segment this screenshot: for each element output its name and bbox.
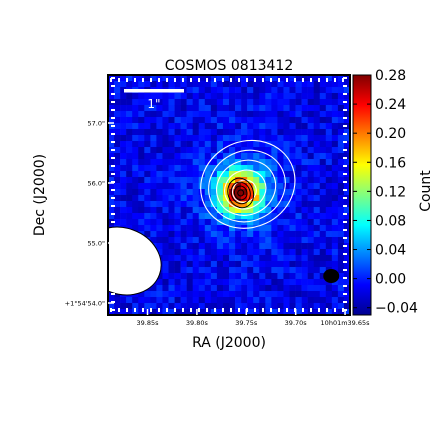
colorbar: 0.28 0.24 0.20 0.16 0.12 0.08 0.04 0.00 −0.04: [352, 68, 418, 317]
x-tick-label: 10h01m39.65s: [321, 319, 371, 327]
y-tick-label: 56.0": [88, 180, 105, 188]
colorbar-gradient: [352, 74, 372, 316]
y-tick-label: 57.0": [88, 120, 105, 128]
colorbar-tick-label: 0.04: [375, 243, 406, 259]
colorbar-tick-label: 0.00: [375, 272, 406, 288]
masked-region: [108, 226, 162, 296]
scale-bar: [124, 89, 184, 93]
colorbar-tick-label: 0.12: [375, 184, 406, 200]
white-contour: [232, 179, 257, 203]
x-tick-label: 39.75s: [235, 319, 258, 327]
white-contour: [208, 149, 286, 223]
black-contour: [227, 177, 255, 209]
beam-ellipse: [323, 269, 340, 283]
colorbar-tick-label: 0.16: [375, 155, 406, 171]
y-tick-label: +1°54'54.0": [65, 300, 105, 308]
white-contour: [216, 159, 277, 216]
colorbar-tick-label: −0.04: [375, 301, 418, 317]
black-contour: [237, 189, 245, 197]
black-contour: [233, 185, 248, 201]
colorbar-tick-label: 0.24: [375, 97, 406, 113]
black-contour: [230, 181, 251, 205]
y-tick-label: 55.0": [88, 240, 105, 248]
colorbar-tick-label: 0.20: [375, 126, 406, 142]
x-tick-label: 39.70s: [285, 319, 308, 327]
x-tick-label: 39.85s: [137, 319, 160, 327]
chart-title: COSMOS 0813412: [165, 58, 293, 74]
plot-frame: [107, 74, 351, 316]
colorbar-tick-label: 0.28: [375, 68, 406, 84]
white-contour: [200, 139, 296, 229]
x-tick-label: 39.80s: [186, 319, 209, 327]
y-axis-label: Dec (J2000): [32, 154, 48, 236]
x-axis-label: RA (J2000): [192, 335, 266, 351]
scale-bar-label: 1": [147, 97, 160, 111]
colorbar-label: Count: [418, 170, 434, 212]
colorbar-tick-label: 0.08: [375, 213, 406, 229]
white-contour: [224, 169, 267, 210]
